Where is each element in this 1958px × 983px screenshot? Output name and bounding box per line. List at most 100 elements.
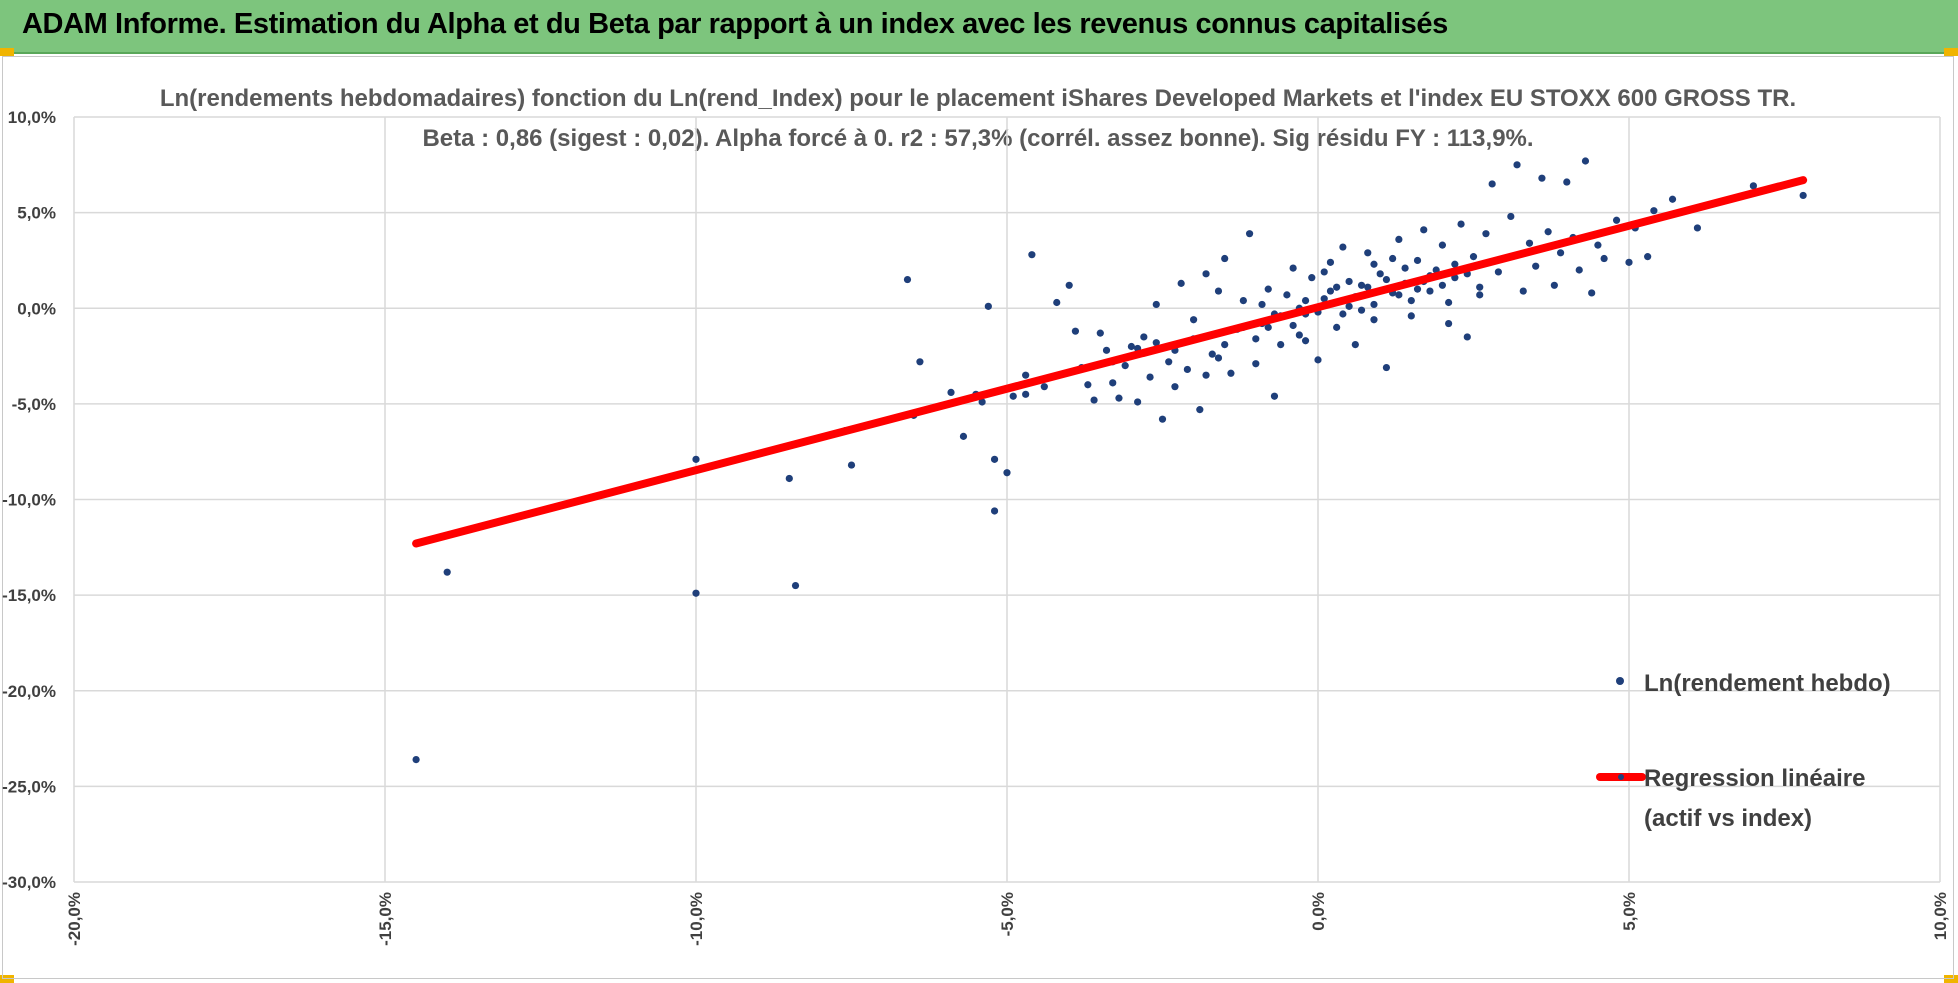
- scatter-point: [847, 461, 856, 469]
- scatter-point: [1382, 363, 1391, 372]
- scatter-point: [1245, 230, 1254, 238]
- scatter-point: [1127, 342, 1135, 351]
- corner-marker: [0, 48, 14, 56]
- scatter-point: [1252, 335, 1260, 343]
- scatter-point: [1575, 266, 1583, 274]
- legend-marker-scatter: [1616, 677, 1624, 685]
- y-tick-label: -10,0%: [2, 491, 56, 510]
- scatter-point: [1239, 297, 1247, 305]
- scatter-point: [1544, 228, 1552, 236]
- scatter-point: [412, 756, 420, 764]
- scatter-point: [1177, 279, 1185, 287]
- scatter-point: [1407, 297, 1415, 305]
- scatter-point: [1357, 306, 1366, 314]
- scatter-point: [990, 507, 999, 515]
- x-tick-label: -15,0%: [376, 892, 395, 946]
- scatter-point: [1345, 277, 1353, 286]
- scatter-point: [1463, 333, 1471, 341]
- scatter-point: [1351, 340, 1359, 349]
- scatter-point: [1090, 396, 1098, 404]
- scatter-point: [978, 398, 986, 406]
- scatter-point: [1221, 340, 1229, 349]
- scatter-point: [1482, 230, 1490, 238]
- x-axis-ticks: -20,0% -15,0% -10,0% -5,0% 0,0% 5,0% 10,0%: [65, 892, 1950, 946]
- scatter-point: [1438, 241, 1446, 249]
- scatter-point: [1003, 469, 1011, 477]
- scatter-point: [1600, 254, 1608, 263]
- scatter-point: [1277, 340, 1285, 349]
- scatter-point: [1538, 174, 1546, 182]
- y-tick-label: -20,0%: [2, 682, 56, 701]
- y-tick-label: -25,0%: [2, 777, 56, 796]
- scatter-point: [1612, 216, 1621, 224]
- scatter-point: [1395, 291, 1403, 299]
- scatter-point: [1283, 291, 1291, 299]
- scatter-point: [1314, 356, 1322, 364]
- scatter-point: [1140, 333, 1148, 341]
- scatter-point: [1071, 327, 1080, 335]
- scatter-point: [1364, 283, 1372, 291]
- scatter-point: [1644, 253, 1652, 261]
- gridlines: [73, 116, 1941, 883]
- y-tick-label: -5,0%: [12, 395, 56, 414]
- legend-label-line: Regression linéaire: [1644, 765, 1865, 792]
- scatter-point: [1401, 264, 1409, 272]
- scatter-point: [1121, 362, 1129, 370]
- x-tick-label: -10,0%: [687, 892, 706, 946]
- scatter-point: [1264, 323, 1272, 331]
- scatter-point: [1581, 157, 1590, 165]
- scatter-point: [1096, 329, 1104, 337]
- scatter-point: [1190, 316, 1198, 324]
- scatter-point: [1152, 339, 1160, 347]
- scatter-point: [1451, 260, 1459, 268]
- scatter-point: [1009, 392, 1017, 400]
- scatter-point: [1102, 346, 1111, 354]
- scatter-point: [1158, 415, 1167, 423]
- scatter-point: [984, 302, 992, 310]
- legend: Ln(rendement hebdo) Regression linéaire (a…: [1596, 670, 1891, 832]
- scatter-point: [1152, 300, 1160, 309]
- scatter-point: [1202, 270, 1210, 278]
- x-tick-label: 5,0%: [1620, 892, 1639, 931]
- scatter-point: [1301, 297, 1310, 305]
- legend-label-scatter: Ln(rendement hebdo): [1644, 670, 1891, 697]
- scatter-point: [1588, 289, 1596, 297]
- corner-marker: [0, 975, 14, 983]
- chart-title: Ln(rendements hebdomadaires) fonction du…: [160, 85, 1796, 112]
- banner-title: ADAM Informe. Estimation du Alpha et du …: [22, 8, 1448, 40]
- chart-frame: [2, 56, 1954, 979]
- scatter-point: [1693, 224, 1702, 232]
- scatter-point: [1320, 295, 1328, 303]
- scatter-point: [1420, 226, 1428, 234]
- scatter-point: [1227, 369, 1235, 377]
- scatter-point: [1214, 354, 1223, 362]
- y-tick-label: 0,0%: [17, 299, 56, 318]
- scatter-point: [1389, 254, 1397, 263]
- scatter-point: [1749, 182, 1757, 190]
- scatter-point: [1339, 310, 1347, 318]
- scatter-point: [1370, 260, 1378, 268]
- legend-label-line: (actif vs index): [1644, 805, 1812, 832]
- scatter-point: [1040, 383, 1048, 391]
- scatter-point: [1376, 270, 1384, 278]
- scatter-point: [1395, 235, 1403, 243]
- scatter-point: [1264, 285, 1272, 293]
- scatter-point: [1357, 281, 1366, 289]
- scatter-point: [1345, 302, 1353, 310]
- scatter-point: [1476, 291, 1484, 299]
- scatter-point: [443, 568, 451, 576]
- scatter-point: [1382, 275, 1391, 284]
- scatter-point: [1494, 268, 1502, 276]
- scatter-point: [1370, 300, 1378, 309]
- scatter-point: [1028, 251, 1036, 259]
- scatter-point: [1326, 287, 1335, 295]
- scatter-point: [1171, 383, 1179, 391]
- scatter-point: [1650, 207, 1658, 215]
- scatter-point: [1469, 253, 1478, 261]
- scatter-point: [692, 589, 700, 597]
- scatter-point: [1426, 287, 1434, 295]
- x-tick-label: -5,0%: [998, 892, 1017, 936]
- banner: ADAM Informe. Estimation du Alpha et du …: [0, 0, 1958, 54]
- scatter-point: [1333, 323, 1341, 331]
- scatter-point: [1488, 180, 1496, 188]
